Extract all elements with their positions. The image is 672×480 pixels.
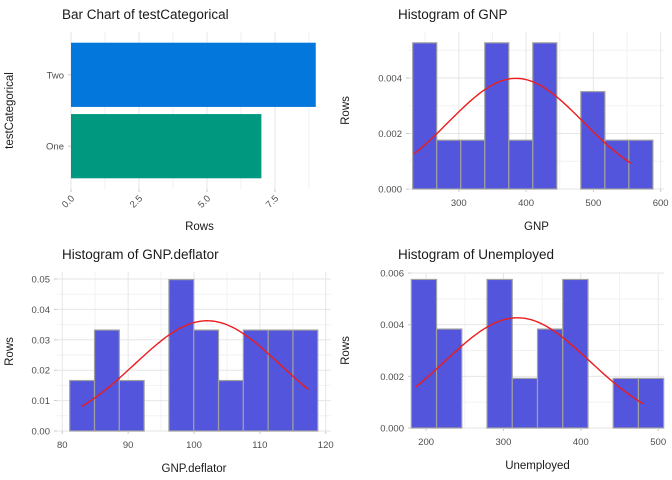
histogram-bin-bar bbox=[292, 329, 319, 432]
histogram-bin-bar bbox=[168, 279, 195, 432]
y-tick-label: 0.01 bbox=[32, 396, 51, 407]
y-tick-label: 0.004 bbox=[380, 320, 404, 331]
x-tick-label: 400 bbox=[518, 198, 534, 209]
x-axis-title: GNP bbox=[524, 221, 549, 233]
y-tick-label: 0.000 bbox=[378, 185, 402, 196]
histogram-bin-bar bbox=[412, 42, 438, 190]
x-tick-label: 100 bbox=[186, 440, 202, 451]
histogram-bin-bar bbox=[410, 278, 438, 429]
histogram-bin-bar bbox=[511, 377, 539, 429]
category-label: One bbox=[46, 142, 64, 153]
x-tick-label: 400 bbox=[573, 437, 589, 448]
histogram-bin-bar bbox=[532, 42, 558, 190]
x-tick-label: 500 bbox=[585, 198, 601, 209]
chart-cell-histogram-gnp: 300 400 500 600 0.000 0.002 0.004 Histogram of … bbox=[336, 0, 672, 240]
x-tick-label: 5.0 bbox=[196, 193, 213, 210]
chart-title: Bar Chart of testCategorical bbox=[62, 7, 229, 22]
x-tick-label: 2.5 bbox=[128, 193, 145, 210]
histogram-bin-bar bbox=[580, 91, 606, 190]
y-tick-label: 0.002 bbox=[378, 129, 402, 140]
category-bar-two bbox=[71, 42, 316, 107]
chart-title: Histogram of GNP.deflator bbox=[62, 247, 219, 262]
category-bar-one bbox=[71, 114, 262, 179]
histogram-bin-bar bbox=[508, 139, 534, 190]
bar-chart-testcategorical: One Two 0.0 2.5 5.0 7.5 Bar Chart of testCateg… bbox=[4, 7, 316, 233]
y-tick-label: 0.05 bbox=[32, 274, 51, 285]
histogram-bin-bar bbox=[612, 377, 640, 429]
histogram-unemployed: 200 300 400 500 0.000 0.002 0.004 0.006 Histogra… bbox=[340, 247, 666, 472]
y-axis-title: Rows bbox=[340, 336, 352, 365]
x-axis-title: Rows bbox=[185, 221, 214, 233]
histogram-bin-bar bbox=[486, 278, 513, 429]
histogram-bin-bar bbox=[242, 329, 269, 432]
y-tick-label: 0.03 bbox=[32, 335, 51, 346]
histogram-bin-bar bbox=[637, 377, 665, 429]
histogram-bin-bar bbox=[604, 139, 630, 190]
x-tick-label: 0.0 bbox=[60, 193, 77, 210]
y-tick-label: 0.000 bbox=[380, 424, 404, 435]
y-tick-label: 0.00 bbox=[32, 427, 51, 438]
x-tick-label: 110 bbox=[252, 440, 267, 451]
histogram-bin-bar bbox=[217, 379, 244, 432]
chart-cell-bar-testcategorical: One Two 0.0 2.5 5.0 7.5 Bar Chart of testCateg… bbox=[0, 0, 336, 240]
x-tick-label: 600 bbox=[653, 198, 669, 209]
chart-title: Histogram of GNP bbox=[398, 7, 508, 22]
histogram-bin-bar bbox=[460, 139, 486, 190]
histogram-bin-bar bbox=[435, 328, 463, 429]
chart-title: Histogram of Unemployed bbox=[398, 247, 554, 262]
y-tick-label: 0.02 bbox=[32, 366, 51, 377]
histogram-gnp: 300 400 500 600 0.000 0.002 0.004 Histogram of … bbox=[340, 7, 669, 233]
density-curve bbox=[415, 317, 644, 405]
x-tick-label: 200 bbox=[418, 437, 434, 448]
x-axis-title: GNP.deflator bbox=[162, 463, 227, 475]
density-curve bbox=[81, 319, 309, 407]
x-tick-label: 500 bbox=[650, 437, 666, 448]
histogram-bin-bar bbox=[267, 329, 294, 432]
density-curve bbox=[413, 77, 631, 164]
histogram-bin-bar bbox=[193, 329, 220, 432]
histogram-bin-bar bbox=[536, 328, 564, 429]
y-axis-title: Rows bbox=[4, 337, 16, 366]
x-axis-title: Unemployed bbox=[505, 460, 570, 472]
chart-cell-histogram-gnp-deflator: 80 90 100 110 120 0.00 0.01 0.02 0.03 0.04 0.05 His… bbox=[0, 240, 336, 480]
y-tick-label: 0.002 bbox=[380, 372, 404, 383]
histogram-bin-bar bbox=[484, 42, 510, 190]
histogram-bin-bar bbox=[628, 139, 654, 190]
y-tick-label: 0.004 bbox=[378, 74, 402, 85]
y-axis-title: testCategorical bbox=[4, 72, 16, 149]
histogram-bin-bar bbox=[118, 379, 145, 432]
category-label: Two bbox=[47, 70, 64, 81]
histogram-bin-bar bbox=[562, 278, 589, 429]
x-tick-label: 120 bbox=[318, 440, 334, 451]
histogram-gnp-deflator: 80 90 100 110 120 0.00 0.01 0.02 0.03 0.04 0.05 His… bbox=[4, 247, 334, 475]
x-tick-label: 90 bbox=[123, 440, 134, 451]
y-axis-title: Rows bbox=[340, 96, 352, 125]
x-tick-label: 300 bbox=[496, 437, 512, 448]
histogram-bin-bar bbox=[436, 139, 462, 190]
y-tick-label: 0.006 bbox=[380, 269, 404, 280]
chart-cell-histogram-unemployed: 200 300 400 500 0.000 0.002 0.004 0.006 Histogra… bbox=[336, 240, 672, 480]
x-tick-label: 7.5 bbox=[264, 193, 281, 210]
x-tick-label: 300 bbox=[451, 198, 467, 209]
y-tick-label: 0.04 bbox=[32, 305, 51, 316]
x-tick-label: 80 bbox=[57, 440, 68, 451]
